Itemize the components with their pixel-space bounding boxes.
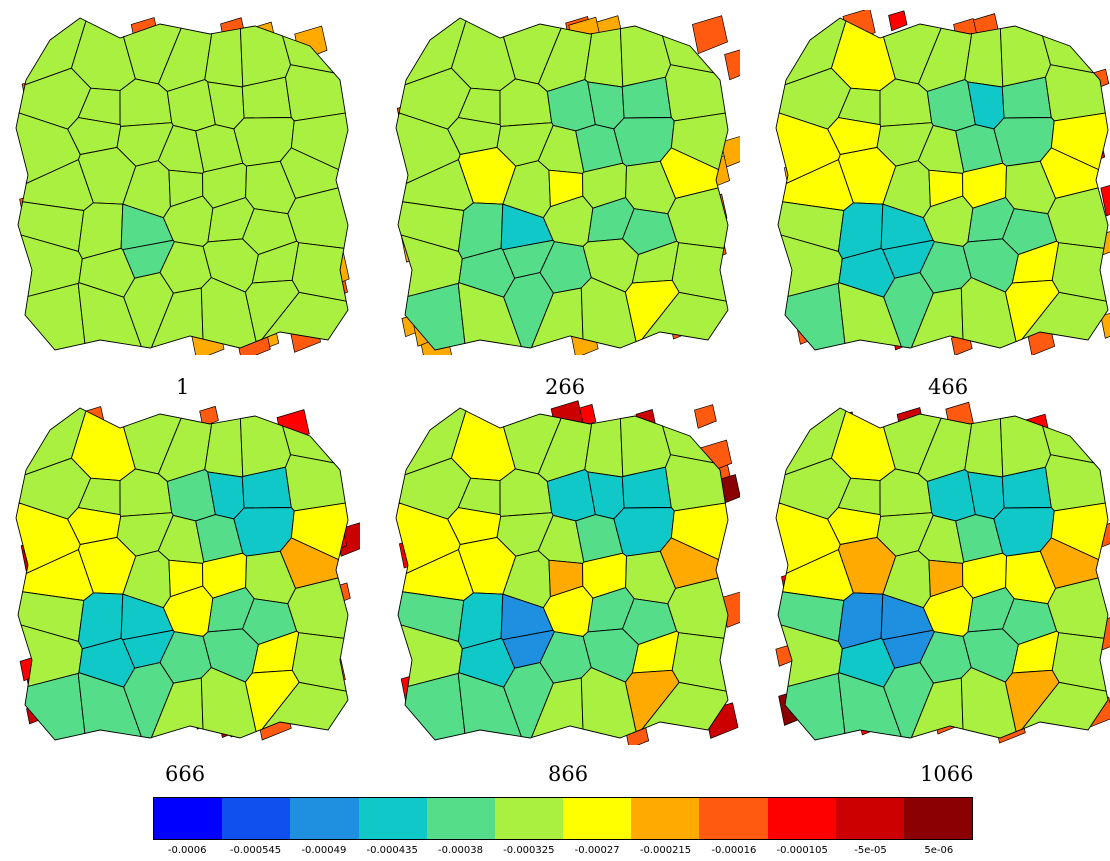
colorbar-tick-label: -0.00027 (574, 845, 620, 856)
panel-step-1 (10, 10, 360, 355)
side-facet (1100, 312, 1110, 339)
colorbar-swatch-2 (290, 798, 359, 839)
grain-map (15, 405, 360, 741)
grain-cell (640, 291, 729, 341)
panel-label-466: 466 (928, 375, 969, 399)
grain-map (395, 15, 740, 355)
colorbar-tick-label: -0.0006 (167, 845, 207, 856)
grain-cell (883, 662, 934, 739)
colorbar-tick-label: -0.000105 (776, 845, 828, 856)
grain-cell (883, 272, 934, 349)
colorbar-tick-label: -0.000325 (503, 845, 555, 856)
colorbar-tick-label: -0.00049 (301, 845, 347, 856)
colorbar-tick-label: -5e-05 (854, 845, 887, 856)
grain-cell (640, 681, 729, 731)
colorbar-swatch-3 (358, 798, 427, 839)
panel-label-1066: 1066 (920, 762, 974, 786)
grain-cell (285, 454, 346, 512)
side-facet (724, 49, 740, 81)
colorbar-tick-label: 5e-06 (924, 845, 954, 856)
colorbar-swatch-7 (631, 798, 700, 839)
grain-cell (665, 64, 726, 122)
side-facet (199, 405, 219, 428)
colorbar-tick-label: -0.000215 (639, 845, 692, 856)
grain-cell (123, 272, 174, 349)
panel-label-1: 1 (176, 375, 190, 399)
grain-cell (260, 291, 349, 341)
panel-label-266: 266 (545, 375, 586, 399)
panel-step-266 (390, 10, 740, 355)
panel-step-466 (770, 10, 1110, 355)
panel-step-1066 (770, 400, 1110, 745)
panel-label-866: 866 (548, 762, 589, 786)
colorbar-swatch-6 (563, 798, 632, 839)
colorbar-tick-label: -0.000435 (366, 845, 418, 856)
side-facet (692, 15, 728, 55)
colorbar-swatch-8 (699, 798, 768, 839)
grain-map (775, 401, 1110, 744)
colorbar-swatch-10 (835, 798, 904, 839)
colorbar (153, 797, 973, 840)
grain-map (395, 400, 740, 745)
colorbar-tick-label: -0.000545 (229, 845, 282, 856)
colorbar-tick-label: -0.00016 (711, 845, 757, 856)
colorbar-tick-labels: -0.0006 -0.000545 -0.00049 -0.000435 -0.0003… (140, 845, 990, 859)
grain-cell (123, 662, 174, 739)
panel-step-866 (390, 400, 740, 745)
panel-step-666 (10, 400, 360, 745)
colorbar-swatch-0 (154, 798, 223, 839)
grain-cell (1045, 454, 1106, 512)
grain-cell (503, 662, 554, 739)
colorbar-swatch-11 (903, 798, 973, 839)
side-facet (1100, 184, 1110, 217)
side-facet (694, 404, 717, 429)
grain-cell (1020, 291, 1109, 341)
side-facet (888, 10, 908, 32)
grain-map (775, 10, 1110, 355)
grain-cell (503, 272, 554, 349)
grain-cell (1020, 681, 1109, 731)
colorbar-swatch-9 (767, 798, 836, 839)
grain-cell (285, 64, 346, 122)
colorbar-tick-label: -0.00038 (438, 845, 483, 856)
grain-map (15, 17, 350, 355)
colorbar-swatch-5 (494, 798, 564, 839)
colorbar-swatch-1 (222, 798, 291, 839)
panel-label-666: 666 (165, 762, 206, 786)
colorbar-swatch-4 (426, 798, 495, 839)
grain-cell (260, 681, 349, 731)
